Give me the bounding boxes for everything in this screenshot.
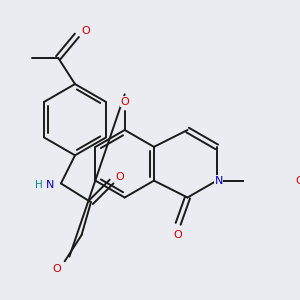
Text: O: O — [295, 176, 300, 186]
Text: O: O — [53, 264, 62, 274]
Text: N: N — [46, 180, 54, 190]
Text: O: O — [174, 230, 182, 240]
Text: O: O — [120, 97, 129, 107]
Text: O: O — [81, 26, 90, 36]
Text: H: H — [34, 180, 42, 190]
Text: N: N — [214, 176, 223, 186]
Text: O: O — [116, 172, 124, 182]
